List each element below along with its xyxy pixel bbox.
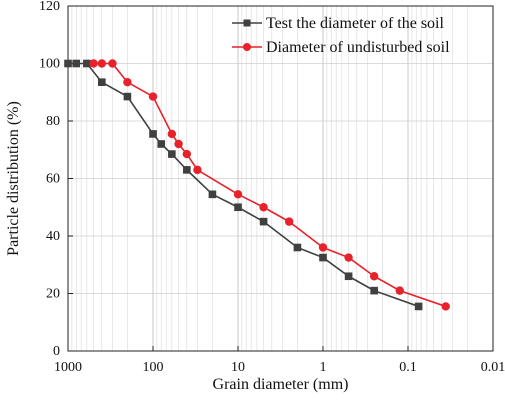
data-point-circle — [182, 149, 192, 159]
x-tick-label: 1 — [320, 360, 327, 375]
x-tick-label: 10 — [231, 360, 245, 375]
legend: Test the diameter of the soil Diameter o… — [232, 15, 450, 56]
data-point-square — [149, 130, 157, 138]
y-tick-label: 120 — [39, 0, 60, 14]
legend-label-undisturbed: Diameter of undisturbed soil — [266, 39, 450, 56]
y-tick-label: 0 — [53, 344, 60, 359]
data-point-circle — [344, 253, 353, 262]
y-tick-label: 20 — [46, 287, 60, 302]
data-point-square — [98, 78, 106, 86]
data-point-circle — [441, 302, 450, 311]
data-point-square — [259, 217, 268, 226]
data-point-circle — [318, 243, 328, 252]
data-point-circle — [89, 59, 98, 68]
x-tick-label: 1000 — [54, 360, 82, 375]
data-point-circle — [233, 190, 243, 199]
data-point-square — [414, 302, 423, 311]
data-point-circle — [193, 165, 202, 175]
data-point-square — [319, 253, 327, 262]
x-tick-label: 0.01 — [481, 360, 505, 375]
data-point-square — [83, 59, 91, 68]
data-point-circle — [369, 272, 379, 281]
y-axis-label: Particle distribution (%) — [5, 101, 22, 256]
legend-label-test: Test the diameter of the soil — [266, 15, 444, 32]
data-point-circle — [148, 92, 158, 101]
tick-marks — [67, 5, 494, 352]
data-point-circle — [123, 77, 132, 87]
data-point-circle — [108, 59, 117, 68]
data-point-square — [64, 59, 72, 68]
y-tick-label: 40 — [46, 229, 60, 244]
tick-labels: 0 20 40 60 80 100 120 1000 100 10 1 0.1 0.01 — [39, 0, 505, 375]
data-series-layer — [64, 59, 450, 311]
data-point-square — [168, 150, 176, 158]
x-tick-label: 0.1 — [399, 360, 417, 375]
data-point-square — [208, 190, 217, 199]
x-tick-label: 100 — [143, 360, 164, 375]
data-point-square — [123, 92, 132, 101]
data-point-square — [234, 203, 242, 212]
y-tick-label: 100 — [39, 57, 60, 72]
data-point-square — [183, 166, 191, 174]
legend-marker-square — [243, 19, 251, 27]
data-point-square — [344, 272, 353, 281]
y-tick-label: 60 — [46, 172, 60, 187]
data-point-square — [370, 286, 378, 295]
data-point-circle — [395, 286, 404, 295]
x-axis-label: Grain diameter (mm) — [213, 376, 349, 393]
data-point-square — [157, 140, 166, 148]
data-point-square — [293, 243, 302, 252]
data-point-circle — [259, 203, 268, 212]
data-point-square — [72, 59, 81, 68]
y-tick-label: 80 — [46, 114, 60, 129]
data-point-circle — [167, 129, 177, 139]
data-point-circle — [284, 217, 294, 226]
data-point-circle — [174, 139, 183, 149]
data-point-circle — [97, 59, 107, 68]
legend-marker-circle — [243, 43, 251, 51]
